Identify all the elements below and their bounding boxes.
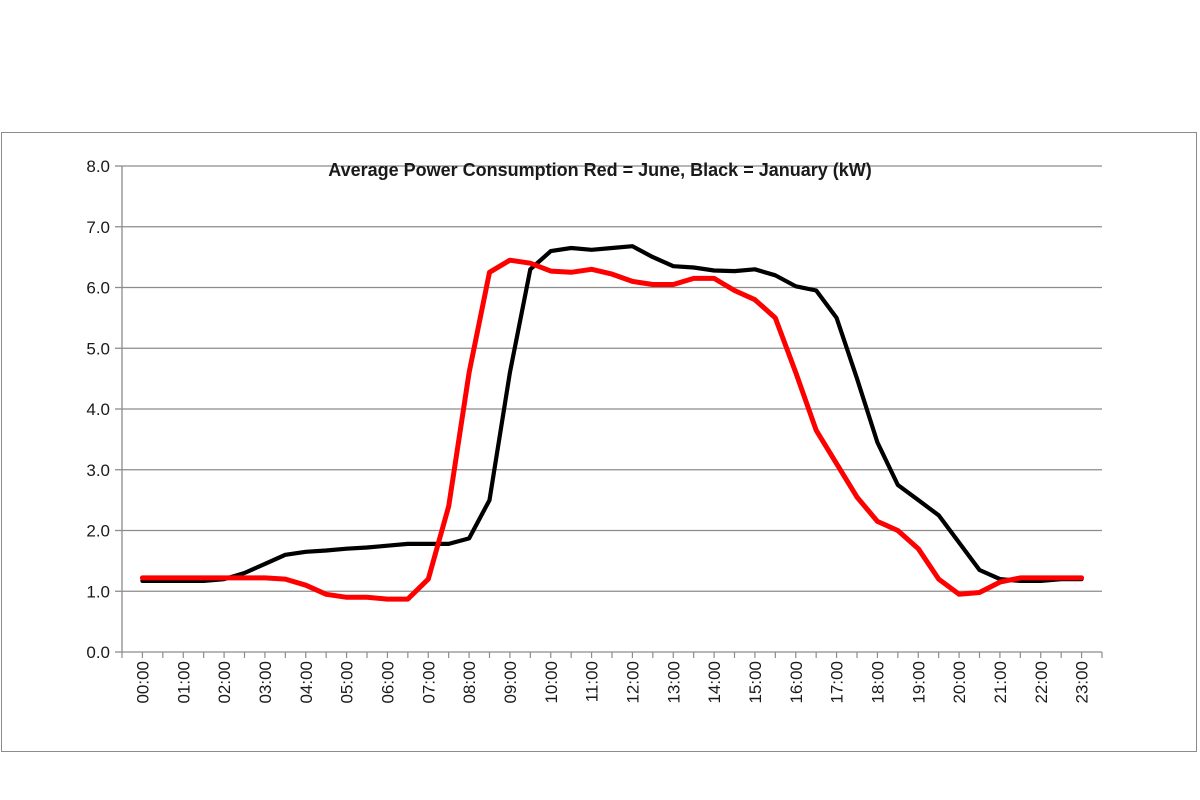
y-tick-label: 0.0 (86, 643, 110, 662)
x-tick-label: 13:00 (664, 661, 683, 704)
x-tick-label: 22:00 (1032, 661, 1051, 704)
x-tick-label: 20:00 (950, 661, 969, 704)
x-tick-label: 21:00 (991, 661, 1010, 704)
x-tick-label: 07:00 (419, 661, 438, 704)
axes (115, 165, 1103, 658)
x-tick-label: 04:00 (297, 661, 316, 704)
x-tick-label: 18:00 (868, 661, 887, 704)
x-tick-label: 08:00 (460, 661, 479, 704)
y-tick-label: 6.0 (86, 279, 110, 298)
y-tick-label: 5.0 (86, 339, 110, 358)
power-consumption-chart: 0.0 1.0 2.0 3.0 4.0 5.0 6.0 7.0 8.0 00:00 01:00 02… (86, 157, 1103, 704)
y-tick-label: 4.0 (86, 400, 110, 419)
y-tick-label: 7.0 (86, 218, 110, 237)
x-tick-label: 02:00 (215, 661, 234, 704)
x-tick-label: 11:00 (583, 661, 602, 702)
y-tick-label: 2.0 (86, 522, 110, 541)
x-tick-label: 12:00 (623, 661, 642, 704)
x-tick-label: 16:00 (787, 661, 806, 704)
y-tick-label: 3.0 (86, 461, 110, 480)
series-lines (139, 244, 1085, 602)
x-tick-label: 09:00 (501, 661, 520, 704)
x-tick-label: 23:00 (1073, 661, 1092, 704)
chart-frame: 0.0 1.0 2.0 3.0 4.0 5.0 6.0 7.0 8.0 00:00 01:00 02… (1, 132, 1197, 752)
y-tick-label: 8.0 (86, 157, 110, 176)
series-line-june (139, 257, 1085, 602)
x-tick-label: 14:00 (705, 661, 724, 704)
x-tick-label: 01:00 (174, 661, 193, 704)
x-tick-label: 17:00 (828, 661, 847, 704)
x-tick-label: 05:00 (338, 661, 357, 704)
x-tick-labels: 00:00 01:00 02:00 03:00 04:00 05:00 06:00 07:00… (133, 661, 1091, 704)
x-tick-label: 10:00 (542, 661, 561, 704)
x-tick-label: 15:00 (746, 661, 765, 704)
x-tick-label: 19:00 (909, 661, 928, 704)
x-tick-label: 06:00 (378, 661, 397, 704)
series-line-january (140, 244, 1084, 583)
chart-title: Average Power Consumption Red = June, Bl… (328, 160, 871, 180)
x-tick-label: 00:00 (133, 661, 152, 704)
y-tick-label: 1.0 (86, 582, 110, 601)
gridlines (122, 165, 1102, 592)
y-tick-labels: 0.0 1.0 2.0 3.0 4.0 5.0 6.0 7.0 8.0 (86, 157, 110, 662)
x-tick-label: 03:00 (256, 661, 275, 704)
